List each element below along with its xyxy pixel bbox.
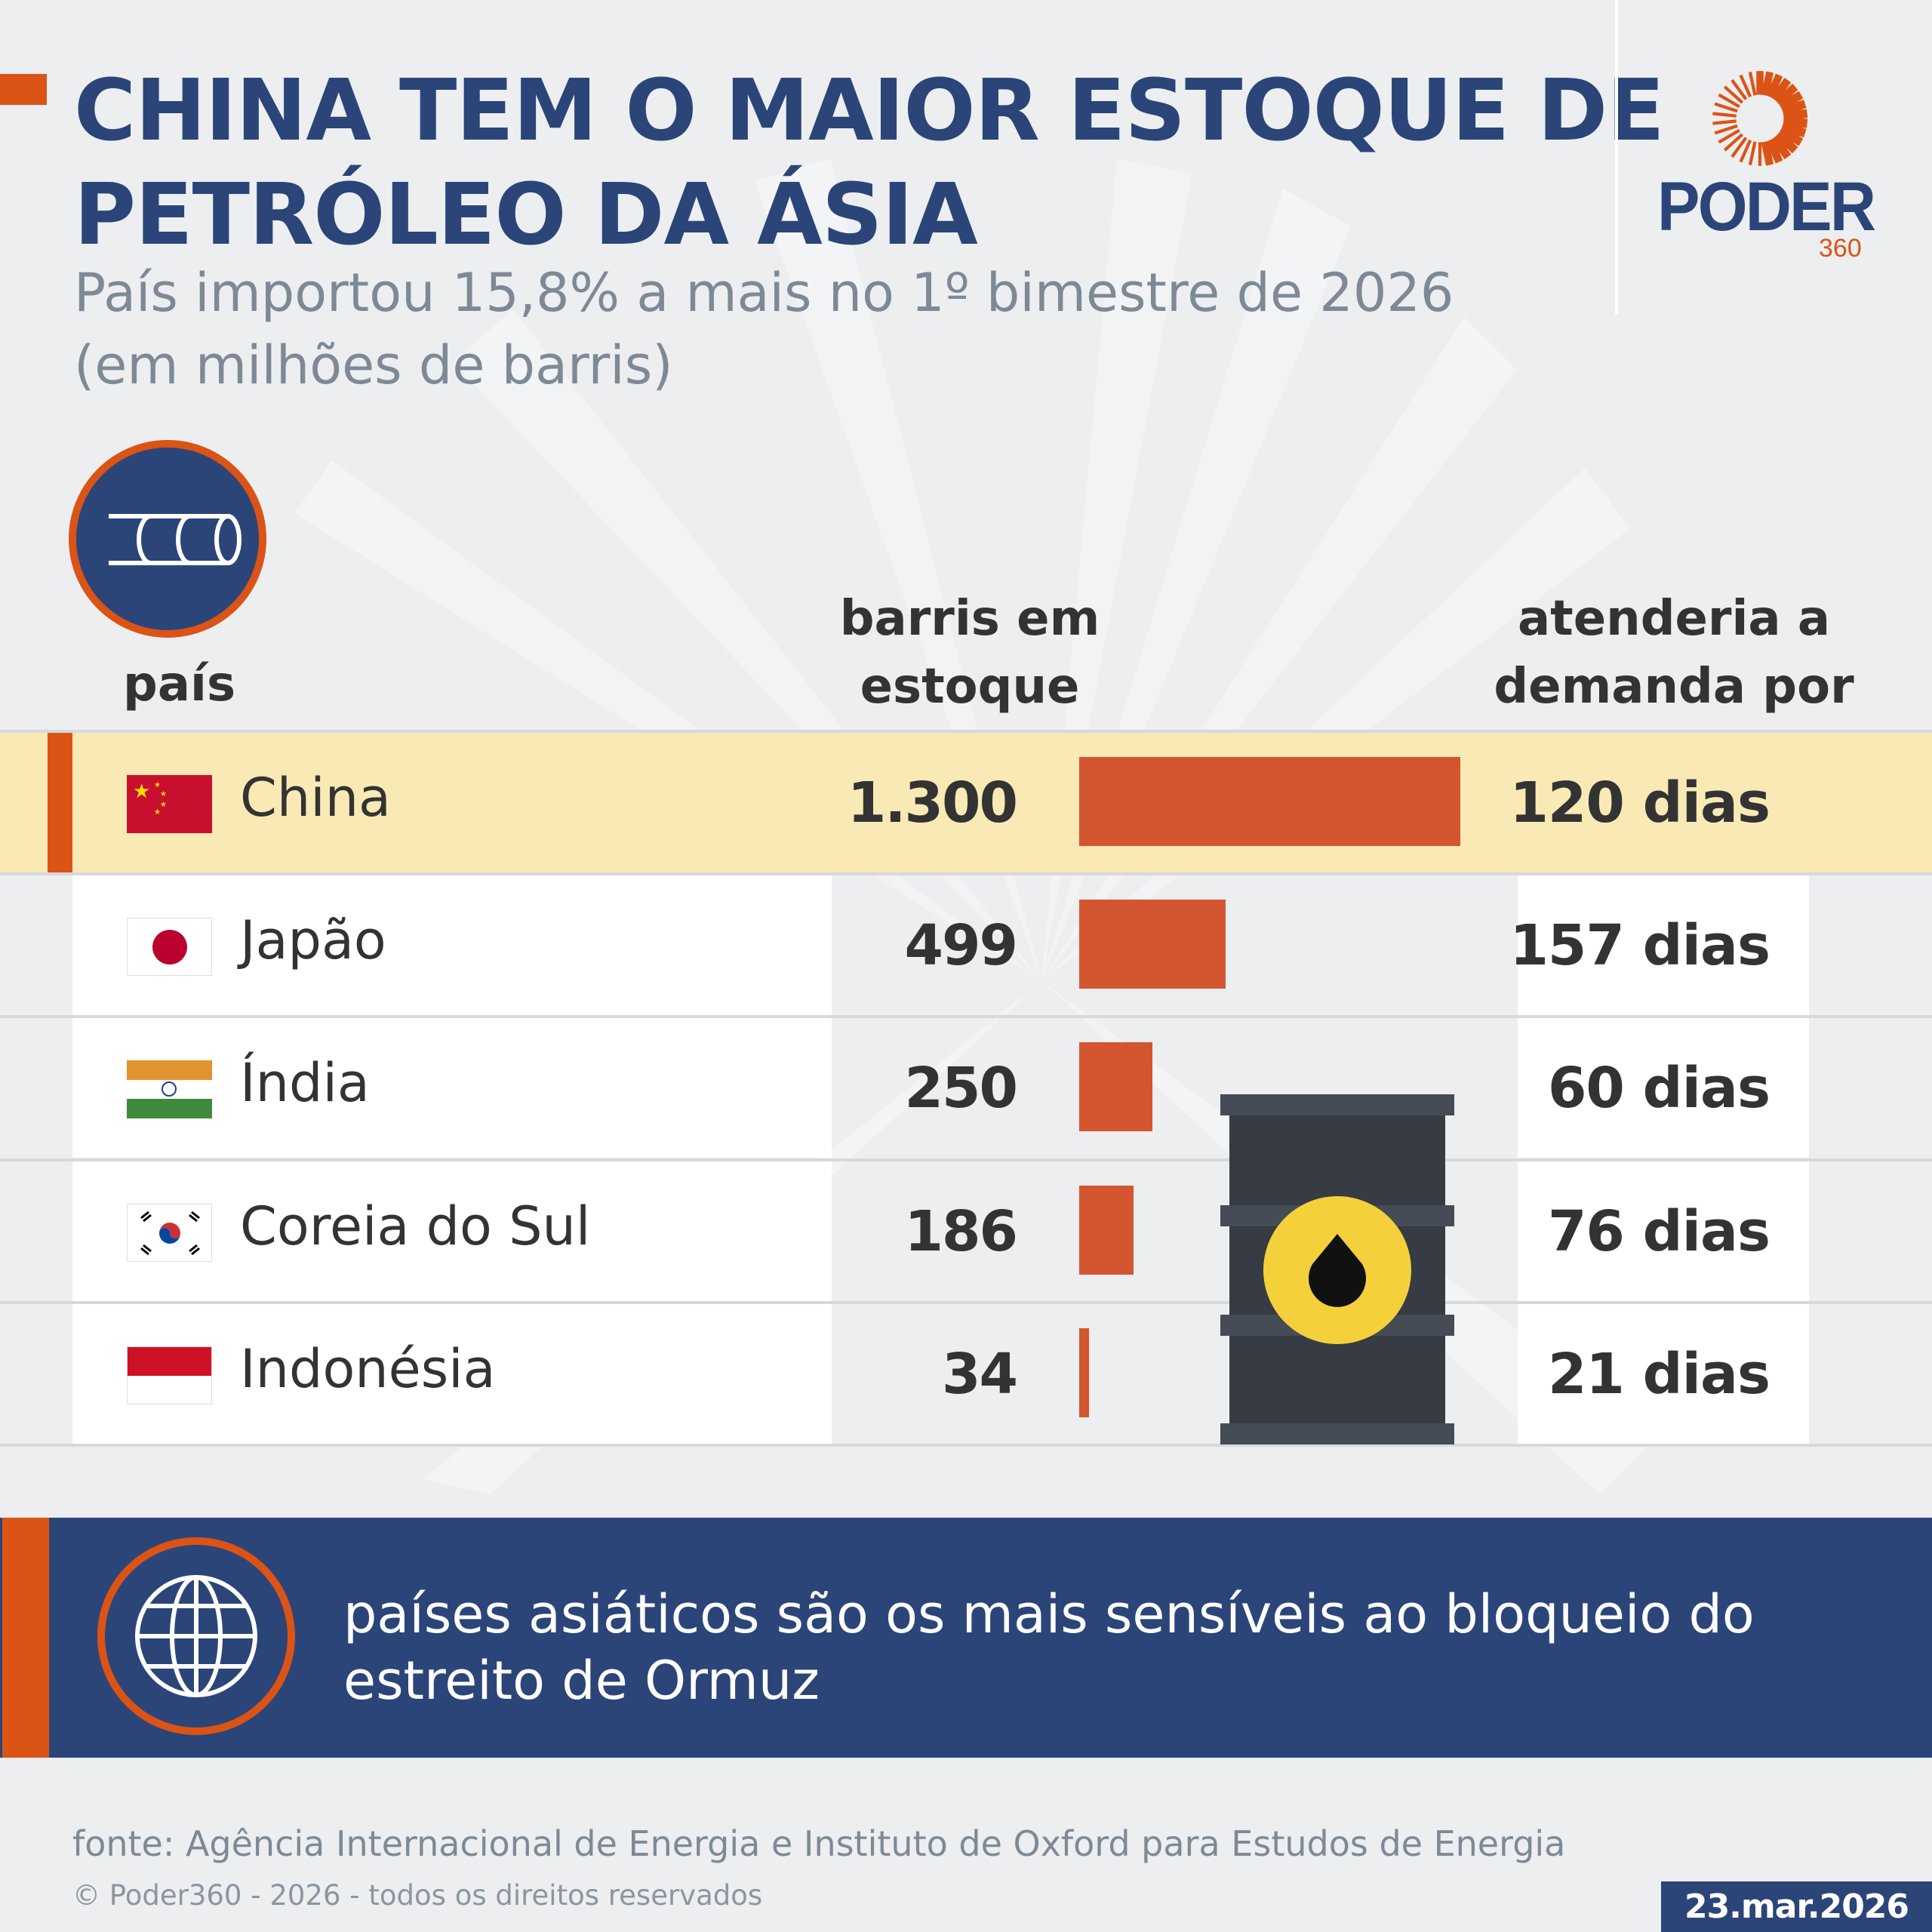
table-row: Japão 499 157 dias [0, 872, 1932, 1015]
pipe-icon [109, 514, 242, 565]
sun-ray [1770, 78, 1792, 102]
source-note: fonte: Agência Internacional de Energia … [72, 1823, 1566, 1864]
stock-value: 186 [904, 1199, 1018, 1264]
country-name: Japão [240, 909, 386, 971]
svg-text:★: ★ [160, 801, 167, 809]
flag-india-icon [127, 1060, 212, 1118]
accent-mark [0, 74, 47, 105]
sun-ray [1774, 83, 1798, 106]
sun-ray [1723, 133, 1744, 152]
sun-ray [1778, 91, 1804, 111]
sun-ray [1739, 139, 1752, 163]
logo-number: 360 [1819, 234, 1862, 263]
highlight-marker [48, 733, 72, 872]
sun-ray [1761, 140, 1774, 166]
sun-ray [1766, 138, 1783, 164]
sun-ray [1714, 102, 1738, 113]
days-value: 21 dias [1547, 1342, 1770, 1407]
sun-ray [1712, 112, 1737, 118]
sun-ray [1774, 131, 1798, 154]
column-header-days: atenderia a demanda por [1447, 585, 1900, 721]
days-value: 76 dias [1547, 1199, 1770, 1264]
country-name: Índia [240, 1052, 370, 1114]
sun-ray [1718, 93, 1740, 109]
country-name: China [240, 767, 391, 829]
svg-text:★: ★ [154, 808, 161, 817]
sun-ray [1781, 122, 1807, 138]
globe-icon [135, 1575, 257, 1697]
sun-ray [1766, 73, 1783, 99]
stock-value: 499 [904, 913, 1018, 978]
svg-text:★: ★ [160, 790, 167, 798]
callout-text: países asiáticos são os mais sensíveis a… [343, 1581, 1755, 1714]
title-line-1: CHINA TEM O MAIOR ESTOQUE DE [74, 62, 1665, 160]
stock-bar [1079, 1328, 1090, 1417]
stock-value: 250 [904, 1056, 1018, 1121]
sun-ray [1748, 141, 1757, 165]
sun-ray [1712, 119, 1737, 125]
sun-ray [1761, 71, 1774, 97]
banner-accent [2, 1518, 49, 1758]
sun-ray [1783, 116, 1808, 128]
callout-line-2: estreito de Ormuz [343, 1650, 820, 1712]
globe-badge [97, 1537, 295, 1735]
stock-value: 34 [942, 1342, 1018, 1407]
sun-ray [1714, 124, 1738, 135]
stock-bar [1079, 1186, 1134, 1275]
column-header-country: país [123, 657, 236, 712]
column-header-stock-line-1: barris em [839, 591, 1100, 647]
table-row: Índia 250 60 dias [0, 1015, 1932, 1158]
copyright: © Poder360 - 2026 - todos os direitos re… [72, 1879, 763, 1912]
table-row: Indonésia 34 21 dias [0, 1301, 1932, 1447]
column-header-stock: barris em estoque [781, 585, 1158, 721]
sun-ray [1718, 128, 1740, 144]
flag-indonesia-icon [127, 1346, 212, 1404]
country-name: Indonésia [240, 1338, 496, 1400]
subtitle-line-2: (em milhões de barris) [74, 334, 673, 396]
title-line-2: PETRÓLEO DA ÁSIA [74, 166, 978, 264]
sun-logo-icon [1712, 71, 1808, 166]
page-title: CHINA TEM O MAIOR ESTOQUE DE PETRÓLEO DA… [74, 59, 1665, 267]
stock-bar [1079, 900, 1226, 989]
sun-ray [1781, 100, 1807, 115]
stock-bar [1079, 1042, 1153, 1131]
sun-ray [1778, 126, 1804, 146]
callout-line-1: países asiáticos são os mais sensíveis a… [343, 1583, 1755, 1645]
sun-ray [1723, 85, 1744, 104]
sun-ray [1739, 74, 1752, 98]
column-header-days-line-2: demanda por [1494, 659, 1854, 715]
column-header-days-line-1: atenderia a [1517, 591, 1831, 647]
callout-banner [0, 1518, 1932, 1758]
oil-barrel-icon [1220, 1094, 1454, 1444]
days-value: 120 dias [1509, 771, 1770, 835]
flag-south-korea-icon [127, 1204, 212, 1262]
pipe-badge [69, 440, 266, 638]
divider [1615, 0, 1618, 314]
sun-ray [1748, 72, 1757, 96]
stock-value: 1.300 [847, 771, 1018, 835]
sun-ray [1770, 135, 1792, 160]
subtitle: País importou 15,8% a mais no 1º bimestr… [74, 257, 1454, 401]
days-value: 60 dias [1547, 1056, 1770, 1121]
column-header-stock-line-2: estoque [860, 659, 1080, 715]
sun-ray [1730, 78, 1748, 100]
sun-ray [1783, 109, 1808, 121]
country-name: Coreia do Sul [240, 1195, 591, 1257]
stock-bar [1079, 757, 1460, 846]
svg-text:★: ★ [154, 781, 161, 789]
days-value: 157 dias [1509, 913, 1770, 978]
subtitle-line-1: País importou 15,8% a mais no 1º bimestr… [74, 262, 1454, 324]
flag-japan-icon [127, 918, 212, 976]
date-badge: 23.mar.2026 [1661, 1881, 1932, 1932]
svg-text:★: ★ [133, 780, 150, 803]
sun-ray [1730, 137, 1748, 158]
flag-china-icon: ★ ★ ★ ★ ★ [127, 775, 212, 833]
table-row: Coreia do Sul 186 76 dias [0, 1158, 1932, 1301]
logo-wordmark: PODER [1657, 168, 1876, 245]
table-row: ★ ★ ★ ★ ★ China 1.300 120 dias [0, 730, 1932, 872]
